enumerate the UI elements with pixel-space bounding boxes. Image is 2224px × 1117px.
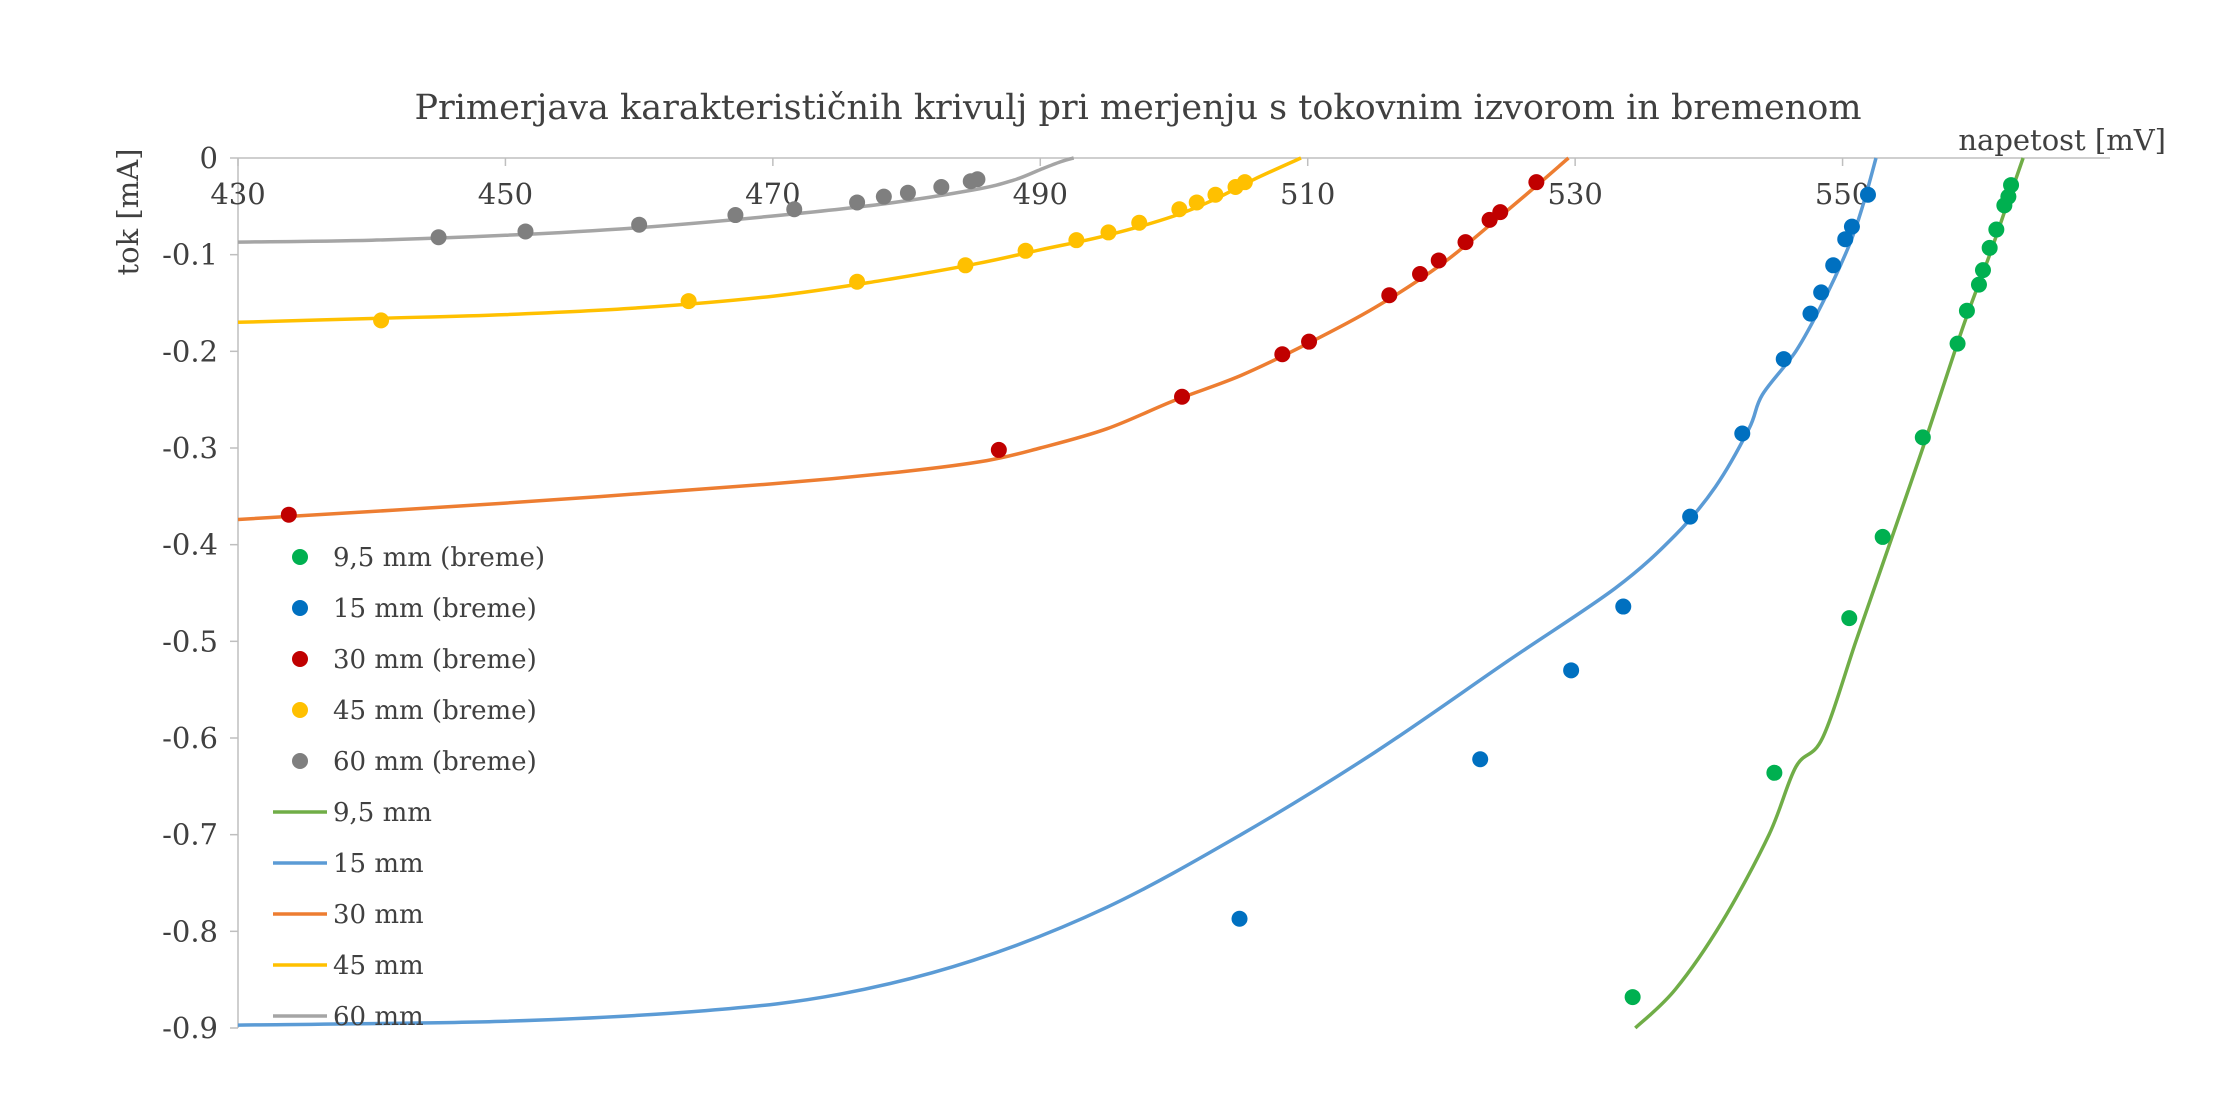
series-line (238, 157, 1878, 1027)
legend-label: 30 mm (breme) (333, 645, 537, 675)
x-tick-label: 490 (1013, 177, 1068, 211)
x-tick-label: 450 (478, 177, 533, 211)
data-point (1231, 910, 1248, 927)
data-point (727, 207, 744, 224)
data-point (1874, 528, 1891, 545)
legend-marker (292, 600, 308, 616)
legend-marker (292, 651, 308, 667)
x-tick-label: 510 (1280, 177, 1335, 211)
data-point (849, 273, 866, 290)
x-tick-label: 430 (210, 177, 265, 211)
data-point (1734, 425, 1751, 442)
legend-label: 15 mm (breme) (333, 594, 537, 624)
data-point (1174, 388, 1191, 405)
data-point (957, 257, 974, 274)
legend: 9,5 mm (breme) 15 mm (breme) 30 mm (breme)… (273, 543, 545, 1032)
y-tick-label: -0.4 (162, 528, 218, 562)
data-point (1802, 305, 1819, 322)
data-point (899, 184, 916, 201)
data-point (1492, 204, 1509, 221)
series-line (238, 156, 1075, 244)
data-point (1301, 333, 1318, 350)
y-tick-label: -0.6 (162, 721, 218, 755)
data-point (1188, 194, 1205, 211)
data-point (631, 216, 648, 233)
data-point (969, 171, 986, 188)
data-point (1825, 257, 1842, 274)
data-point (1970, 276, 1987, 293)
legend-label: 9,5 mm (breme) (333, 543, 545, 573)
data-point (1949, 335, 1966, 352)
y-tick-label: -0.7 (162, 818, 218, 852)
y-tick-label: -0.8 (162, 914, 218, 948)
legend-label: 9,5 mm (333, 798, 432, 828)
data-point (1274, 346, 1291, 363)
data-point (1914, 429, 1931, 446)
data-point (1171, 201, 1188, 218)
y-tick-label: -0.5 (162, 624, 218, 658)
data-point (875, 188, 892, 205)
legend-marker (292, 753, 308, 769)
data-point (2003, 177, 2020, 194)
plot-area: 430 450 470 490 510 530 5500-0.1-0.2-0.3-0.4-0… (162, 141, 2110, 1045)
data-point (1017, 242, 1034, 259)
data-point (680, 293, 697, 310)
data-point (1068, 232, 1085, 249)
data-point (1988, 221, 2005, 238)
legend-marker (292, 549, 308, 565)
legend-label: 45 mm (breme) (333, 696, 537, 726)
x-axis-label: napetost [mV] (1958, 123, 2166, 157)
y-tick-label: 0 (200, 141, 218, 175)
data-point (1682, 508, 1699, 525)
data-point (1766, 764, 1783, 781)
legend-label: 45 mm (333, 951, 424, 981)
data-point (517, 223, 534, 240)
data-point (1813, 284, 1830, 301)
data-point (1528, 174, 1545, 191)
data-point (1624, 989, 1641, 1006)
legend-marker (292, 702, 308, 718)
data-point (849, 194, 866, 211)
data-point (990, 441, 1007, 458)
data-point (1381, 287, 1398, 304)
data-point (786, 201, 803, 218)
data-point (933, 179, 950, 195)
data-point (430, 229, 447, 246)
y-tick-label: -0.2 (162, 334, 218, 368)
y-tick-label: -0.3 (162, 431, 218, 465)
data-point (1472, 751, 1489, 768)
data-point (1974, 262, 1991, 279)
y-axis-label: tok [mA] (111, 149, 145, 276)
data-point (1859, 186, 1876, 203)
legend-label: 60 mm (breme) (333, 747, 537, 777)
data-point (1131, 214, 1148, 231)
data-point (1457, 234, 1474, 251)
data-point (1837, 231, 1854, 248)
data-point (1430, 252, 1447, 269)
data-point (1412, 266, 1429, 282)
data-point (1981, 239, 1998, 256)
series-group (238, 156, 2025, 1030)
chart-title: Primerjava karakterističnih krivulj pri … (414, 88, 1861, 128)
y-tick-label: -0.1 (162, 238, 218, 272)
data-point (1563, 662, 1580, 679)
data-point (1775, 351, 1792, 368)
data-point (1100, 224, 1117, 241)
y-tick-label: -0.9 (162, 1011, 218, 1045)
legend-label: 15 mm (333, 849, 424, 879)
legend-label: 30 mm (333, 900, 424, 930)
data-point (280, 506, 297, 523)
data-point (1207, 186, 1224, 203)
series-line (238, 156, 1570, 522)
x-tick-label: 530 (1547, 177, 1602, 211)
data-point (1843, 218, 1860, 235)
data-point (1236, 174, 1253, 191)
data-point (1958, 302, 1975, 319)
data-point (1841, 610, 1858, 627)
data-point (373, 312, 390, 329)
legend-label: 60 mm (333, 1002, 424, 1032)
data-point (1615, 598, 1632, 615)
